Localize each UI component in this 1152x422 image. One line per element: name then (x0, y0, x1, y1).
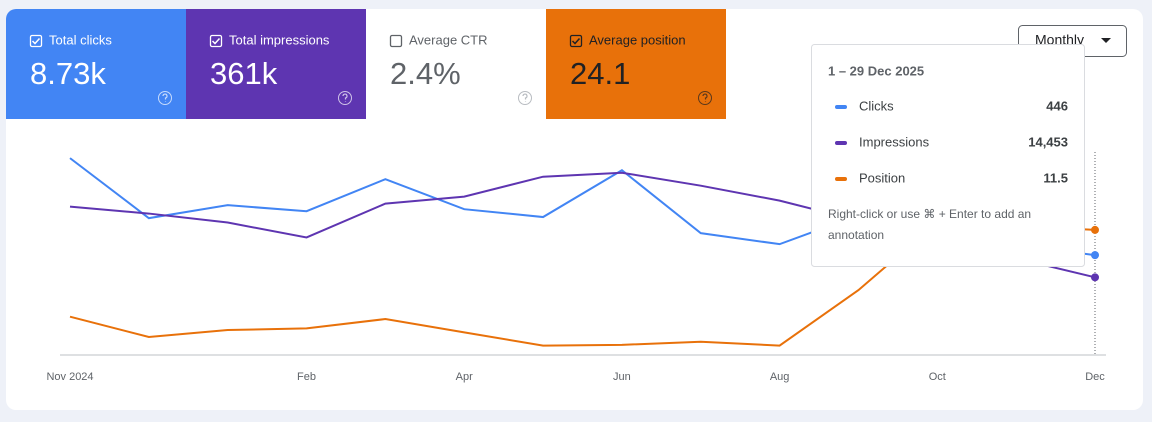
help-icon (698, 91, 712, 105)
checkmark (31, 37, 41, 45)
tooltip-hint: annotation (828, 228, 884, 242)
help-icon (338, 91, 352, 105)
tooltip-date: 1 – 29 Dec 2025 (828, 63, 924, 78)
help-glyph (162, 93, 168, 102)
hover-dot (1091, 273, 1099, 282)
help-icon (158, 91, 172, 105)
x-tick-label: Nov 2024 (46, 371, 93, 383)
x-tick-label: Dec (1085, 371, 1105, 383)
dropdown-label[interactable]: Monthly (1035, 32, 1084, 48)
checkbox (29, 34, 43, 48)
x-tick-label: Oct (929, 371, 946, 383)
hover-dot (1091, 225, 1099, 234)
card-value: 8.73k (30, 56, 106, 91)
hover-dot (1091, 251, 1099, 260)
tooltip: 1 – 29 Dec 2025 Right-click or use ⌘ + E… (811, 44, 1085, 267)
checkbox (209, 34, 223, 48)
card-bg (186, 9, 366, 119)
dropdown-arrow (1101, 38, 1111, 43)
card-value: 2.4% (390, 56, 461, 91)
metric-card[interactable]: Total impressions 361k (186, 9, 366, 119)
x-tick-label: Apr (456, 371, 473, 383)
card-bg (366, 9, 546, 119)
card-label: Average position (589, 32, 686, 47)
x-tick-label: Aug (770, 371, 790, 383)
cards: Total clicks 8.73k Total impressions 361k Av… (6, 9, 726, 119)
card-label: Total impressions (229, 32, 330, 47)
help-glyph (342, 93, 348, 102)
x-tick-label: Feb (297, 371, 316, 383)
checkbox (569, 34, 583, 48)
tooltip-hint: Right-click or use ⌘ + Enter to add an (828, 207, 1031, 221)
help-icon (518, 91, 532, 105)
tooltip-name: Impressions (859, 134, 930, 149)
help-glyph (522, 93, 528, 102)
metric-card[interactable]: Average position 24.1 (546, 9, 726, 119)
tooltip-name: Clicks (859, 98, 894, 113)
checkmark (211, 37, 221, 45)
tooltip-box (811, 44, 1085, 267)
card-value: 361k (210, 56, 278, 91)
card-bg (546, 9, 726, 119)
metric-card[interactable]: Average CTR 2.4% (366, 9, 546, 119)
x-tick-label: Jun (613, 371, 631, 383)
card-label: Average CTR (409, 32, 488, 47)
help-glyph (702, 93, 708, 102)
tooltip-value: 446 (1046, 98, 1068, 113)
tooltip-value: 14,453 (1028, 134, 1068, 149)
card-value: 24.1 (570, 56, 630, 91)
card-bg (6, 9, 186, 119)
tooltip-value: 11.5 (1043, 170, 1068, 185)
checkmark (571, 37, 581, 45)
card-label: Total clicks (49, 32, 112, 47)
metric-card[interactable]: Total clicks 8.73k (6, 9, 186, 119)
checkbox (389, 34, 403, 48)
tooltip-name: Position (859, 170, 905, 185)
